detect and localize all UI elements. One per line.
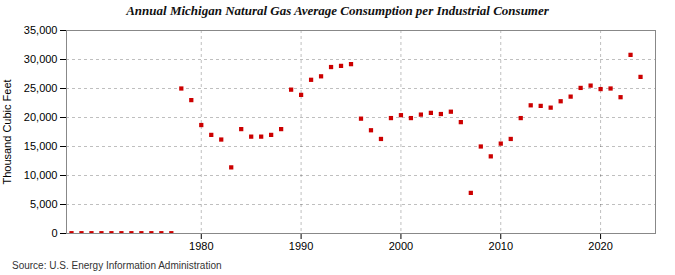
html-text:Source: U.S. Energy Informatio: Source: U.S. Energy Information Administ…: [12, 260, 222, 271]
svg-text:5,000: 5,000: [30, 198, 58, 210]
svg-text:35,000: 35,000: [24, 24, 58, 36]
svg-text:30,000: 30,000: [24, 53, 58, 65]
svg-text:20,000: 20,000: [24, 111, 58, 123]
svg-text:Thousand Cubic Feet: Thousand Cubic Feet: [1, 79, 13, 184]
html-text:Annual Michigan Natural Gas Av: Annual Michigan Natural Gas Average Cons…: [126, 3, 549, 18]
svg-text:0: 0: [51, 227, 57, 239]
svg-text:15,000: 15,000: [24, 140, 58, 152]
svg-text:1990: 1990: [289, 240, 313, 252]
svg-text:2000: 2000: [389, 240, 413, 252]
svg-text:1980: 1980: [189, 240, 213, 252]
svg-text:10,000: 10,000: [24, 169, 58, 181]
svg-text:2010: 2010: [489, 240, 513, 252]
svg-text:2020: 2020: [588, 240, 612, 252]
svg-text:25,000: 25,000: [24, 82, 58, 94]
